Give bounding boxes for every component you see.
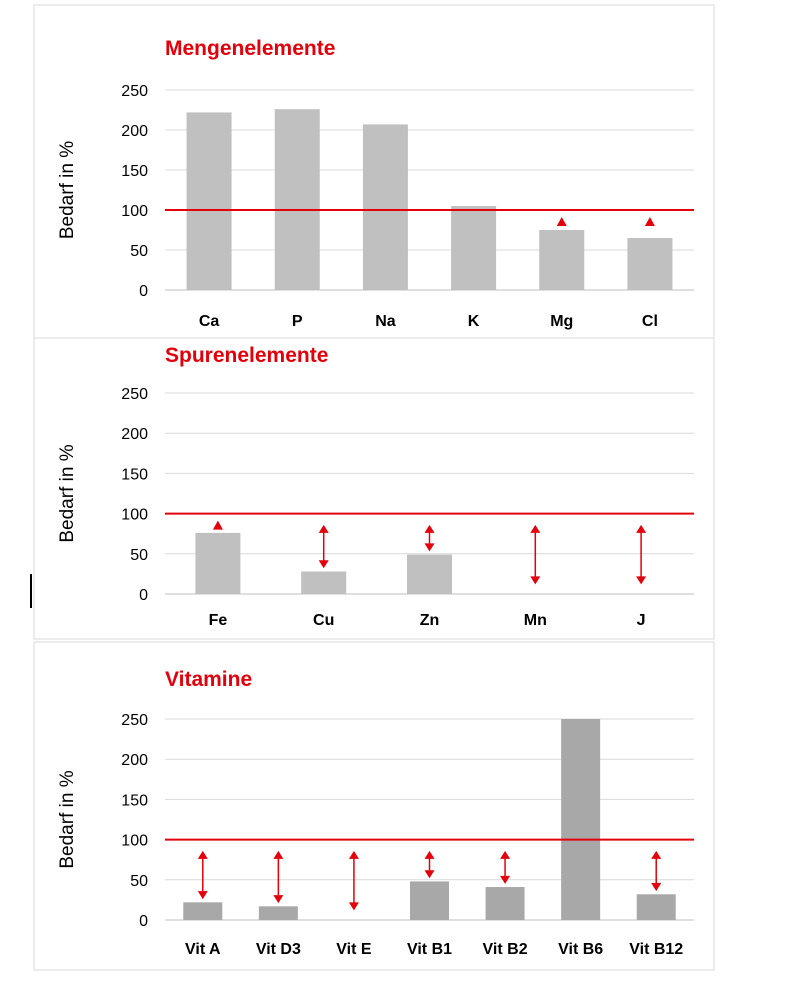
x-tick-label: Ca (199, 313, 220, 330)
y-tick-label: 100 (121, 203, 148, 220)
bar-fe (195, 532, 241, 594)
y-tick-label: 50 (130, 243, 148, 260)
x-tick-label: Vit D3 (256, 941, 301, 958)
y-tick-label: 150 (121, 792, 148, 809)
bar-ca (186, 112, 232, 291)
panel-mengenelemente: Mengenelemente Bedarf in % 0 50 100 150 200 250… (33, 4, 715, 339)
bar-zn (407, 554, 452, 594)
y-tick-label: 100 (121, 507, 148, 524)
bar-p (274, 109, 320, 290)
arrow-up-fe (212, 520, 223, 530)
x-tick-label: J (637, 612, 646, 629)
panel-border (33, 641, 715, 971)
x-tick-label: Vit B1 (407, 941, 452, 958)
range-arrow-cu (318, 524, 329, 569)
bar-cu (301, 571, 347, 594)
x-tick-label: Cu (313, 612, 334, 629)
bar-vit-b6 (561, 719, 601, 920)
y-tick-label: 150 (121, 163, 148, 180)
panel-border (33, 337, 715, 640)
arrow-up-mg (556, 217, 567, 226)
chart-title: Vitamine (165, 668, 252, 691)
y-axis-label: Bedarf in % (57, 444, 78, 542)
range-arrow-vit-e (348, 850, 359, 911)
x-tick-label: Cl (642, 313, 658, 330)
x-tick-label: Vit B12 (629, 941, 683, 958)
range-arrow-vit-a (197, 850, 208, 900)
x-tick-label: P (292, 313, 303, 330)
arrow-up-cl (644, 217, 655, 226)
x-tick-label: Vit B2 (483, 941, 528, 958)
y-tick-label: 50 (130, 873, 148, 890)
x-tick-label: Na (375, 313, 396, 330)
bar-k (451, 206, 497, 290)
x-tick-label: Mn (524, 612, 547, 629)
range-arrow-zn (424, 524, 435, 552)
bar-vit-d3 (258, 906, 298, 920)
y-tick-label: 0 (139, 587, 148, 604)
bar-mg (539, 230, 585, 290)
y-tick-label: 250 (121, 83, 148, 100)
range-arrow-vit-b2 (500, 850, 511, 884)
chart-title: Spurenelemente (165, 344, 328, 367)
panel-spurenelemente: Spurenelemente Bedarf in % 0 50 100 150 200 250… (33, 337, 715, 640)
y-tick-label: 200 (121, 123, 148, 140)
panel-vitamine: Vitamine Bedarf in % 0 50 100 150 200 250 Vit A V… (33, 641, 715, 971)
bar-vit-a (183, 902, 223, 920)
x-tick-label: Vit B6 (558, 941, 603, 958)
bar-vit-b1 (410, 881, 449, 920)
range-arrow-mn (530, 524, 541, 585)
y-tick-label: 200 (121, 426, 148, 443)
range-arrow-vit-d3 (273, 850, 284, 904)
x-tick-label: Vit A (185, 941, 221, 958)
bar-cl (627, 238, 673, 290)
range-arrow-j (636, 524, 647, 585)
bar-na (362, 124, 408, 291)
x-tick-label: Zn (420, 612, 440, 629)
x-tick-label: Vit E (336, 941, 372, 958)
x-tick-label: Fe (209, 612, 228, 629)
y-tick-label: 250 (121, 386, 148, 403)
x-tick-label: Mg (550, 313, 573, 330)
y-axis-label: Bedarf in % (57, 141, 78, 239)
bar-vit-b12 (636, 894, 676, 920)
y-tick-label: 0 (139, 913, 148, 930)
y-tick-label: 0 (139, 283, 148, 300)
y-tick-label: 100 (121, 833, 148, 850)
chart-title: Mengenelemente (165, 37, 335, 60)
y-axis-label: Bedarf in % (57, 770, 78, 868)
x-tick-label: K (468, 313, 480, 330)
y-tick-label: 50 (130, 547, 148, 564)
range-arrow-vit-b1 (424, 850, 435, 879)
y-tick-label: 250 (121, 712, 148, 729)
y-tick-label: 200 (121, 752, 148, 769)
range-arrow-vit-b12 (651, 850, 662, 892)
bar-vit-b2 (485, 887, 525, 920)
y-tick-label: 150 (121, 466, 148, 483)
